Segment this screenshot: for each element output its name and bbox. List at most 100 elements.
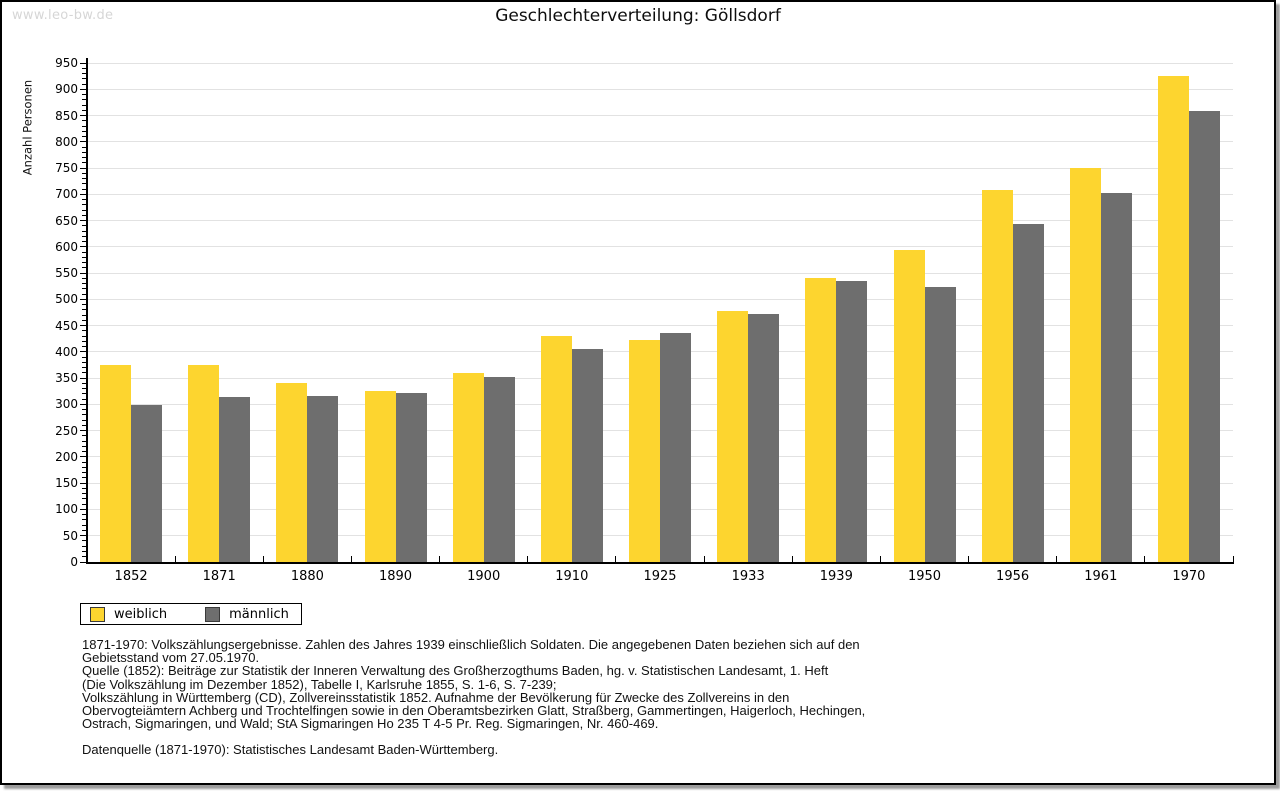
y-tick-label: 0 — [70, 555, 78, 569]
bar-weiblich-1871 — [188, 365, 220, 562]
y-tick — [80, 167, 86, 169]
y-tick-label: 700 — [55, 187, 78, 202]
gridline — [88, 141, 1233, 143]
gridline — [88, 220, 1233, 222]
x-tick — [968, 556, 969, 562]
x-axis-label: 1910 — [555, 569, 589, 584]
y-minor-tick — [82, 78, 86, 80]
y-tick-label: 750 — [55, 161, 78, 176]
y-minor-tick — [82, 382, 86, 384]
y-minor-tick — [82, 83, 86, 85]
y-minor-tick — [82, 409, 86, 411]
y-minor-tick — [82, 188, 86, 190]
y-minor-tick — [82, 451, 86, 453]
x-axis-label: 1939 — [819, 569, 853, 584]
x-tick — [262, 556, 264, 562]
y-minor-tick — [82, 178, 86, 180]
bar-maennlich-1871 — [219, 397, 251, 562]
bar-weiblich-1939 — [805, 277, 837, 562]
footnote-line: Obervogteiämtern Achberg und Trochtelfin… — [82, 703, 866, 719]
x-axis-label: 1961 — [1084, 569, 1118, 584]
footnote-line: Ostrach, Sigmaringen, und Wald; StA Sigm… — [82, 716, 659, 732]
x-axis-label: 1900 — [467, 569, 501, 584]
gridline — [88, 325, 1233, 327]
y-minor-tick — [82, 146, 86, 148]
bar-maennlich-1910 — [571, 348, 603, 562]
watermark: www.leo-bw.de — [12, 8, 114, 23]
y-minor-tick — [82, 73, 86, 74]
y-minor-tick — [82, 283, 86, 285]
y-minor-tick — [82, 230, 86, 232]
x-axis-label: 1890 — [378, 569, 413, 584]
y-minor-tick — [82, 330, 86, 332]
y-tick-label: 100 — [55, 502, 78, 517]
y-tick — [80, 220, 86, 222]
y-tick — [80, 535, 86, 537]
y-minor-tick — [82, 172, 86, 174]
y-minor-tick — [82, 241, 86, 243]
y-tick — [80, 508, 86, 510]
x-tick — [615, 556, 617, 562]
y-minor-tick — [82, 545, 86, 547]
bar-maennlich-1961 — [1100, 193, 1132, 562]
y-minor-tick — [82, 256, 86, 258]
bar-maennlich-1950 — [924, 286, 956, 562]
x-tick — [879, 556, 881, 562]
x-axis-label: 1925 — [643, 569, 677, 584]
y-minor-tick — [82, 277, 86, 279]
y-tick — [80, 298, 86, 300]
y-minor-tick — [82, 440, 86, 442]
footnote-lines: 1871-1970: Volkszählungsergebnisse. Zahl… — [82, 637, 1202, 732]
bar-weiblich-1925 — [629, 340, 660, 562]
y-tick-label: 250 — [55, 423, 78, 438]
y-minor-tick — [82, 151, 86, 153]
y-tick-label: 550 — [55, 266, 78, 281]
y-minor-tick — [82, 340, 86, 342]
bar-weiblich-1956 — [981, 190, 1013, 562]
y-minor-tick — [82, 130, 86, 132]
y-minor-tick — [82, 109, 86, 111]
y-minor-tick — [82, 435, 86, 437]
x-tick — [1056, 556, 1058, 562]
y-minor-tick — [82, 319, 86, 321]
gridline — [88, 272, 1233, 274]
footnotes: 1871-1970: Volkszählungsergebnisse. Zahl… — [82, 638, 1202, 757]
y-minor-tick — [82, 183, 86, 185]
bar-weiblich-1950 — [893, 249, 925, 562]
y-minor-tick — [82, 472, 86, 474]
gridline — [88, 115, 1233, 117]
legend-swatch-maennlich — [205, 606, 221, 622]
y-minor-tick — [82, 550, 86, 552]
legend-swatch-weiblich — [90, 606, 105, 622]
bar-maennlich-1852 — [131, 404, 163, 562]
page-title: Geschlechterverteilung: Göllsdorf — [495, 6, 781, 26]
x-axis-label: 1852 — [114, 569, 148, 584]
footnote-line: Gebietsstand vom 27.05.1970. — [82, 650, 260, 666]
y-minor-tick — [82, 214, 86, 216]
y-tick-label: 900 — [55, 82, 78, 97]
y-minor-tick — [82, 393, 86, 395]
x-tick — [527, 556, 529, 562]
y-minor-tick — [82, 94, 86, 96]
y-minor-tick — [82, 262, 86, 264]
legend: weiblich männlich — [80, 603, 302, 625]
y-minor-tick — [82, 556, 86, 558]
bar-maennlich-1933 — [748, 314, 780, 562]
y-minor-tick — [82, 99, 86, 101]
bar-maennlich-1970 — [1188, 111, 1220, 562]
x-axis-line — [86, 562, 1234, 564]
x-axis-label: 1970 — [1172, 569, 1206, 584]
x-tick — [351, 556, 352, 562]
footnote-line: 1871-1970: Volkszählungsergebnisse. Zahl… — [82, 637, 860, 652]
y-minor-tick — [82, 225, 86, 227]
y-tick — [80, 325, 86, 327]
y-minor-tick — [82, 314, 86, 316]
y-tick-label: 150 — [55, 476, 78, 491]
x-tick — [174, 556, 176, 562]
y-minor-tick — [82, 293, 86, 295]
y-minor-tick — [82, 209, 86, 211]
y-minor-tick — [82, 414, 86, 416]
legend-label-maennlich: männlich — [229, 606, 289, 622]
y-tick-label: 350 — [55, 371, 78, 386]
